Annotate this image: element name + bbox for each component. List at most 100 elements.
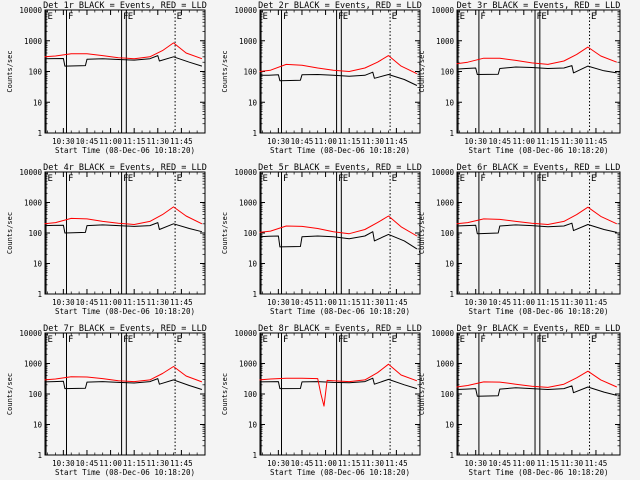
y-tick-label: 1000 bbox=[24, 37, 43, 46]
x-tick-label: 10:30 bbox=[267, 298, 290, 307]
y-tick-label: 1000 bbox=[436, 199, 455, 208]
y-tick-label: 1000 bbox=[436, 360, 455, 369]
marker-label: F bbox=[480, 335, 485, 345]
series-line-events bbox=[44, 378, 203, 390]
x-axis-label: Start Time (08-Dec-06 10:18:20) bbox=[469, 307, 609, 316]
x-tick-label: 11:15 bbox=[123, 137, 146, 146]
marker-label: E bbox=[591, 335, 596, 345]
series-line-lld bbox=[259, 55, 418, 75]
marker-label: E bbox=[541, 335, 546, 345]
marker-label: E bbox=[263, 12, 268, 22]
x-tick-label: 10:45 bbox=[291, 459, 314, 468]
x-tick-label: 11:45 bbox=[385, 137, 408, 146]
x-tick-label: 10:45 bbox=[291, 137, 314, 146]
y-tick-label: 1000 bbox=[239, 360, 258, 369]
x-tick-label: 10:45 bbox=[76, 298, 99, 307]
y-axis-label: Counts/sec bbox=[418, 373, 426, 415]
y-tick-label: 1000 bbox=[239, 37, 258, 46]
y-tick-label: 1 bbox=[252, 451, 257, 460]
panel-title: Det 8r BLACK = Events, RED = LLD bbox=[258, 324, 422, 334]
y-tick-label: 1 bbox=[37, 129, 42, 138]
x-tick-label: 11:00 bbox=[99, 459, 122, 468]
x-tick-label: 11:15 bbox=[338, 137, 361, 146]
y-tick-label: 10 bbox=[248, 421, 258, 430]
detector-panel-5: 1 10 100 1000 10000 10:30 10:45 11:00 11:15 11:30… bbox=[221, 163, 422, 316]
detector-panel-9: 1 10 100 1000 10000 10:30 10:45 11:00 11:15 11:30… bbox=[418, 324, 621, 477]
series-line-events bbox=[456, 385, 617, 397]
marker-label: F bbox=[338, 174, 343, 184]
x-tick-label: 11:15 bbox=[123, 459, 146, 468]
y-axis-label: Counts/sec bbox=[221, 212, 229, 254]
y-axis-label: Counts/sec bbox=[6, 50, 14, 92]
y-tick-label: 10 bbox=[33, 260, 43, 269]
marker-label: E bbox=[263, 335, 268, 345]
x-tick-label: 11:45 bbox=[385, 298, 408, 307]
marker-label: E bbox=[48, 174, 53, 184]
panel-title: Det 2r BLACK = Events, RED = LLD bbox=[258, 1, 422, 11]
y-axis-label: Counts/sec bbox=[221, 373, 229, 415]
marker-label: F bbox=[338, 12, 343, 22]
detector-panel-6: 1 10 100 1000 10000 10:30 10:45 11:00 11:15 11:30… bbox=[418, 163, 621, 316]
marker-label: E bbox=[541, 174, 546, 184]
marker-label: F bbox=[123, 12, 128, 22]
y-tick-label: 100 bbox=[243, 68, 257, 77]
x-tick-label: 11:00 bbox=[99, 137, 122, 146]
x-tick-label: 11:15 bbox=[123, 298, 146, 307]
panel-title: Det 3r BLACK = Events, RED = LLD bbox=[457, 1, 621, 11]
y-tick-label: 10000 bbox=[431, 6, 454, 15]
x-axis-label: Start Time (08-Dec-06 10:18:20) bbox=[270, 468, 410, 477]
x-tick-label: 11:30 bbox=[561, 298, 584, 307]
series-line-lld bbox=[259, 363, 418, 407]
y-tick-label: 1000 bbox=[24, 360, 43, 369]
marker-label: E bbox=[343, 335, 348, 345]
y-axis-label: Counts/sec bbox=[418, 212, 426, 254]
y-tick-label: 1 bbox=[37, 290, 42, 299]
x-tick-label: 11:45 bbox=[585, 137, 608, 146]
marker-label: F bbox=[283, 335, 288, 345]
series-line-events bbox=[259, 377, 418, 390]
panel-title: Det 4r BLACK = Events, RED = LLD bbox=[43, 163, 207, 173]
marker-label: E bbox=[392, 12, 397, 22]
x-tick-label: 11:45 bbox=[585, 459, 608, 468]
x-tick-label: 11:45 bbox=[585, 298, 608, 307]
x-tick-label: 10:30 bbox=[464, 298, 487, 307]
marker-label: E bbox=[591, 174, 596, 184]
series-line-lld bbox=[44, 206, 203, 225]
x-tick-label: 11:30 bbox=[146, 298, 169, 307]
y-tick-label: 1 bbox=[37, 451, 42, 460]
marker-label: E bbox=[343, 12, 348, 22]
y-tick-label: 100 bbox=[243, 390, 257, 399]
plot-frame bbox=[456, 332, 621, 456]
x-tick-label: 11:45 bbox=[385, 459, 408, 468]
plot-frame bbox=[259, 9, 421, 134]
x-tick-label: 11:15 bbox=[537, 137, 560, 146]
marker-label: F bbox=[537, 335, 542, 345]
x-tick-label: 10:45 bbox=[291, 298, 314, 307]
y-tick-label: 10 bbox=[445, 260, 455, 269]
panel-title: Det 9r BLACK = Events, RED = LLD bbox=[457, 324, 621, 334]
y-tick-label: 100 bbox=[28, 229, 42, 238]
x-tick-label: 11:30 bbox=[361, 298, 384, 307]
series-line-events bbox=[259, 71, 418, 86]
detector-panel-7: 1 10 100 1000 10000 10:30 10:45 11:00 11:15 11:30… bbox=[6, 324, 207, 477]
x-tick-label: 11:00 bbox=[314, 137, 337, 146]
marker-label: E bbox=[460, 12, 465, 22]
plot-frame bbox=[456, 171, 621, 295]
x-tick-label: 11:30 bbox=[361, 137, 384, 146]
y-tick-label: 10000 bbox=[19, 168, 42, 177]
panel-title: Det 6r BLACK = Events, RED = LLD bbox=[457, 163, 621, 173]
x-axis-label: Start Time (08-Dec-06 10:18:20) bbox=[469, 468, 609, 477]
y-tick-label: 10000 bbox=[19, 6, 42, 15]
marker-label: E bbox=[128, 335, 133, 345]
x-tick-label: 11:30 bbox=[146, 137, 169, 146]
series-line-lld bbox=[456, 206, 618, 225]
marker-label: F bbox=[283, 174, 288, 184]
y-axis-label: Counts/sec bbox=[221, 50, 229, 92]
x-tick-label: 10:30 bbox=[464, 137, 487, 146]
x-tick-label: 10:45 bbox=[488, 137, 511, 146]
marker-label: E bbox=[343, 174, 348, 184]
x-tick-label: 11:45 bbox=[170, 298, 193, 307]
y-axis-label: Counts/sec bbox=[6, 373, 14, 415]
marker-label: E bbox=[177, 12, 182, 22]
